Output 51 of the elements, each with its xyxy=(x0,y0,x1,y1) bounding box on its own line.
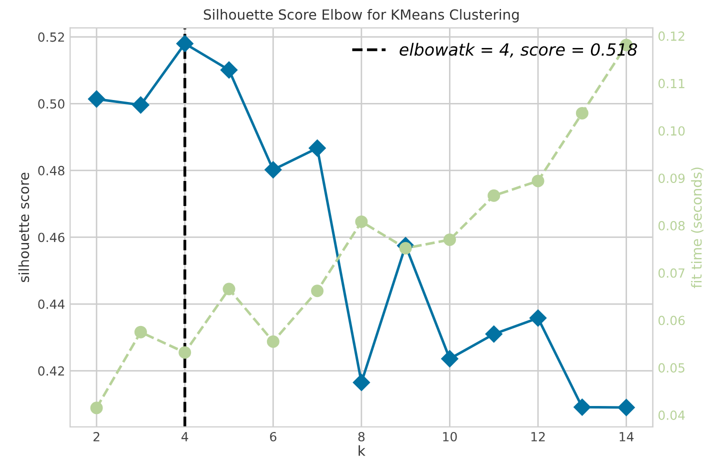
point xyxy=(222,282,236,296)
y-tick-label: 0.46 xyxy=(38,232,64,242)
y-tick-label: 0.44 xyxy=(38,299,65,309)
y2-tick-label: 0.06 xyxy=(658,316,685,326)
x-tick-label: 4 xyxy=(181,432,188,442)
point xyxy=(176,35,194,52)
point xyxy=(488,189,500,202)
y-tick-label: 0.48 xyxy=(38,166,64,176)
point xyxy=(178,346,192,359)
point xyxy=(355,215,368,228)
point xyxy=(220,61,238,79)
point xyxy=(399,242,412,254)
point xyxy=(574,398,591,416)
y-tick-label: 0.52 xyxy=(38,32,64,42)
y2-tick-label: 0.09 xyxy=(658,174,685,184)
point xyxy=(352,374,370,392)
point xyxy=(576,106,588,120)
y2-tick-label: 0.05 xyxy=(658,363,684,373)
y2-axis-title: fit time (seconds) xyxy=(691,168,704,288)
chart-title: Silhouette Score Elbow for KMeans Clustering xyxy=(204,9,519,22)
point xyxy=(529,309,547,327)
y2-tick-label: 0.07 xyxy=(658,268,684,278)
point xyxy=(266,335,280,348)
point xyxy=(132,96,150,114)
point xyxy=(264,161,282,178)
y-axis-title: silhouette score xyxy=(18,172,30,282)
point xyxy=(311,284,324,298)
x-tick-label: 8 xyxy=(358,432,365,442)
x-tick-label: 12 xyxy=(531,432,545,442)
y2-tick-label: 0.12 xyxy=(658,31,684,41)
point xyxy=(443,233,456,246)
y2-tick-label: 0.10 xyxy=(658,126,685,136)
y2-tick-label: 0.04 xyxy=(658,410,685,420)
y2-tick-label: 0.08 xyxy=(658,220,685,230)
point xyxy=(308,140,326,157)
x-tick-label: 2 xyxy=(93,432,100,442)
point xyxy=(88,90,106,108)
x-tick-label: 14 xyxy=(620,432,634,442)
point xyxy=(532,174,544,188)
y2-tick-label: 0.11 xyxy=(658,78,684,88)
y-tick-label: 0.50 xyxy=(38,99,64,109)
point xyxy=(618,398,635,416)
point xyxy=(90,402,103,414)
point xyxy=(485,326,502,343)
ref-line-label: elbowatk = 4, score = 0.518 xyxy=(400,42,638,58)
point xyxy=(134,326,147,338)
x-tick-label: 10 xyxy=(443,432,457,442)
x-tick-label: 6 xyxy=(270,432,276,442)
point xyxy=(441,350,458,368)
x-axis-title: k xyxy=(358,445,366,456)
y-tick-label: 0.42 xyxy=(38,366,64,376)
